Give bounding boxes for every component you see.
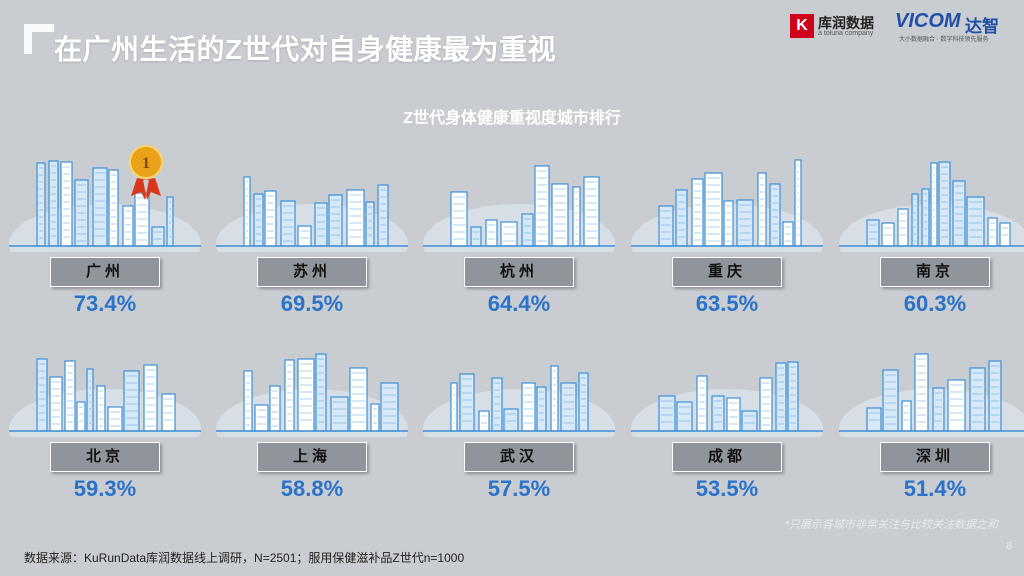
city-label: 杭州 — [464, 257, 574, 287]
skyline-illustration — [423, 165, 615, 252]
city-item-guangzhou: 1 广州 73.4% — [5, 140, 205, 340]
vicom-logo: VICOM 达智 大小数据融合 · 数字科技领先服务 — [895, 10, 1015, 43]
skyline-illustration — [631, 361, 823, 437]
skyline-illustration — [216, 176, 408, 252]
kurun-logo-sub: a toluna company — [818, 30, 874, 37]
city-value: 59.3% — [73, 476, 137, 501]
city-label: 深圳 — [880, 442, 990, 472]
page-number: 8 — [1006, 541, 1012, 552]
city-label: 北京 — [50, 442, 160, 472]
skyline-illustration — [631, 159, 823, 252]
vicom-logo-brand: VICOM — [895, 10, 961, 32]
chart-title: Z世代身体健康重视度城市排行 — [403, 110, 621, 127]
kurun-logo-name: 库润数据 — [818, 15, 874, 31]
city-label: 南京 — [880, 257, 990, 287]
city-item-wuhan: 武汉 57.5% — [419, 325, 619, 525]
city-value: 53.5% — [695, 476, 759, 501]
kurun-logo: K 库润数据 a toluna company — [790, 12, 885, 42]
city-item-beijing: 北京 59.3% — [5, 325, 205, 525]
city-label: 苏州 — [257, 257, 367, 287]
city-value: 57.5% — [487, 476, 551, 501]
skyline-illustration: 1 — [9, 145, 201, 252]
page-title: 在广州生活的Z世代对自身健康最为重视 — [54, 34, 557, 65]
skyline-illustration — [839, 353, 1024, 437]
skyline-illustration — [839, 161, 1024, 252]
vicom-logo-brand-cn: 达智 — [965, 17, 999, 36]
footnote: *只展示各城市非常关注与比较关注数据之和 — [784, 519, 998, 531]
city-value: 63.5% — [695, 291, 759, 316]
skyline-illustration — [9, 358, 201, 437]
city-value: 69.5% — [280, 291, 344, 316]
rank-badge-number: 1 — [142, 155, 150, 172]
city-label: 成都 — [672, 442, 782, 472]
kurun-logo-mark: K — [790, 14, 814, 38]
data-source: 数据来源：KuRunData库润数据线上调研，N=2501；服用保健滋补品Z世代… — [24, 551, 465, 565]
vicom-logo-slogan: 大小数据融合 · 数字科技领先服务 — [899, 37, 989, 43]
rank-badge-icon: 1 — [129, 145, 163, 200]
city-value: 58.8% — [280, 476, 344, 501]
city-value: 64.4% — [487, 291, 551, 316]
city-item-nanjing: 南京 60.3% — [835, 140, 1024, 340]
title-corner-mark — [24, 24, 54, 54]
city-label: 武汉 — [464, 442, 574, 472]
city-item-chengdu: 成都 53.5% — [627, 325, 827, 525]
skyline-illustration — [423, 365, 615, 437]
city-label: 上海 — [257, 442, 367, 472]
city-label: 广州 — [50, 257, 160, 287]
city-item-suzhou: 苏州 69.5% — [212, 140, 412, 340]
city-value: 60.3% — [903, 291, 967, 316]
city-item-chongqing: 重庆 63.5% — [627, 140, 827, 340]
city-item-shanghai: 上海 58.8% — [212, 325, 412, 525]
city-item-hangzhou: 杭州 64.4% — [419, 140, 619, 340]
city-label: 重庆 — [672, 257, 782, 287]
city-value: 73.4% — [73, 291, 137, 316]
city-item-shenzhen: 深圳 51.4% — [835, 325, 1024, 525]
city-value: 51.4% — [903, 476, 967, 501]
skyline-illustration — [216, 353, 408, 437]
